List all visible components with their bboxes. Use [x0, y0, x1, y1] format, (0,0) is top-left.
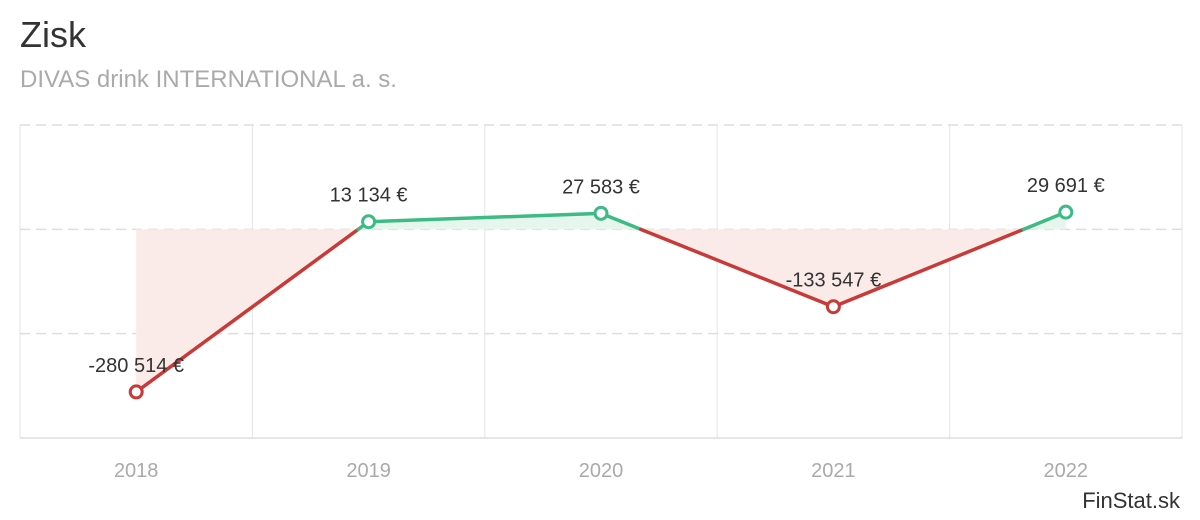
data-point-2020[interactable] [593, 205, 609, 221]
data-point-2019[interactable] [361, 214, 377, 230]
positive-area-fill [368, 213, 601, 230]
data-label-2018: -280 514 € [88, 355, 184, 377]
chart-subtitle: DIVAS drink INTERNATIONAL a. s. [20, 66, 397, 93]
data-label-2020: 27 583 € [562, 176, 640, 198]
data-label-2019: 13 134 € [330, 185, 408, 207]
x-tick-2019: 2019 [346, 460, 391, 482]
data-point-2021[interactable] [825, 299, 841, 315]
data-point-2018[interactable] [128, 384, 144, 400]
x-axis-ticks: 2018 2019 2020 2021 2022 [114, 460, 1088, 482]
data-label-2021: -133 547 € [786, 270, 882, 292]
data-label-2022: 29 691 € [1027, 175, 1105, 197]
data-point-2022[interactable] [1058, 204, 1074, 220]
x-tick-2020: 2020 [579, 460, 624, 482]
series-lines [134, 210, 1068, 394]
positive-line-segment [366, 211, 603, 224]
finstat-credit-link[interactable]: FinStat.sk [1082, 488, 1180, 513]
x-tick-2021: 2021 [811, 460, 856, 482]
x-tick-2022: 2022 [1044, 460, 1089, 482]
data-labels: -280 514 € 13 134 € 27 583 € -133 547 € 29 6… [88, 175, 1104, 377]
positive-line-segment [1021, 210, 1068, 232]
chart-title: Zisk [20, 14, 86, 55]
data-points[interactable] [128, 204, 1074, 400]
x-tick-2018: 2018 [114, 460, 159, 482]
negative-line-segment [639, 227, 836, 309]
negative-line-segment [831, 227, 1026, 309]
negative-line-segment [134, 227, 360, 394]
